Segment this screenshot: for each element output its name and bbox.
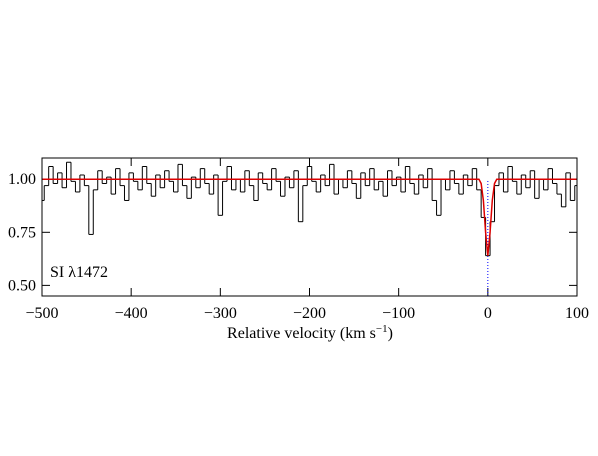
x-tick-label: −100 xyxy=(382,305,415,322)
x-tick-label: −200 xyxy=(293,305,326,322)
x-tick-label: −300 xyxy=(204,305,237,322)
model-line xyxy=(42,178,577,256)
x-axis-label-end: ) xyxy=(388,325,393,342)
x-tick-label: −500 xyxy=(25,305,58,322)
y-tick-label: 0.75 xyxy=(8,224,36,241)
y-tick-label: 0.50 xyxy=(8,277,36,294)
x-tick-label: 0 xyxy=(484,305,492,322)
x-axis-label-sup: −1 xyxy=(376,323,388,335)
x-tick-label: −400 xyxy=(115,305,148,322)
x-axis-label: Relative velocity (km s−1) xyxy=(227,323,393,342)
y-tick-label: 1.00 xyxy=(8,171,36,188)
plot-frame xyxy=(41,157,578,297)
x-axis-label-text: Relative velocity (km s xyxy=(227,325,376,342)
annotation: SI λ1472 xyxy=(50,264,108,281)
x-tick-label: 100 xyxy=(565,305,589,322)
